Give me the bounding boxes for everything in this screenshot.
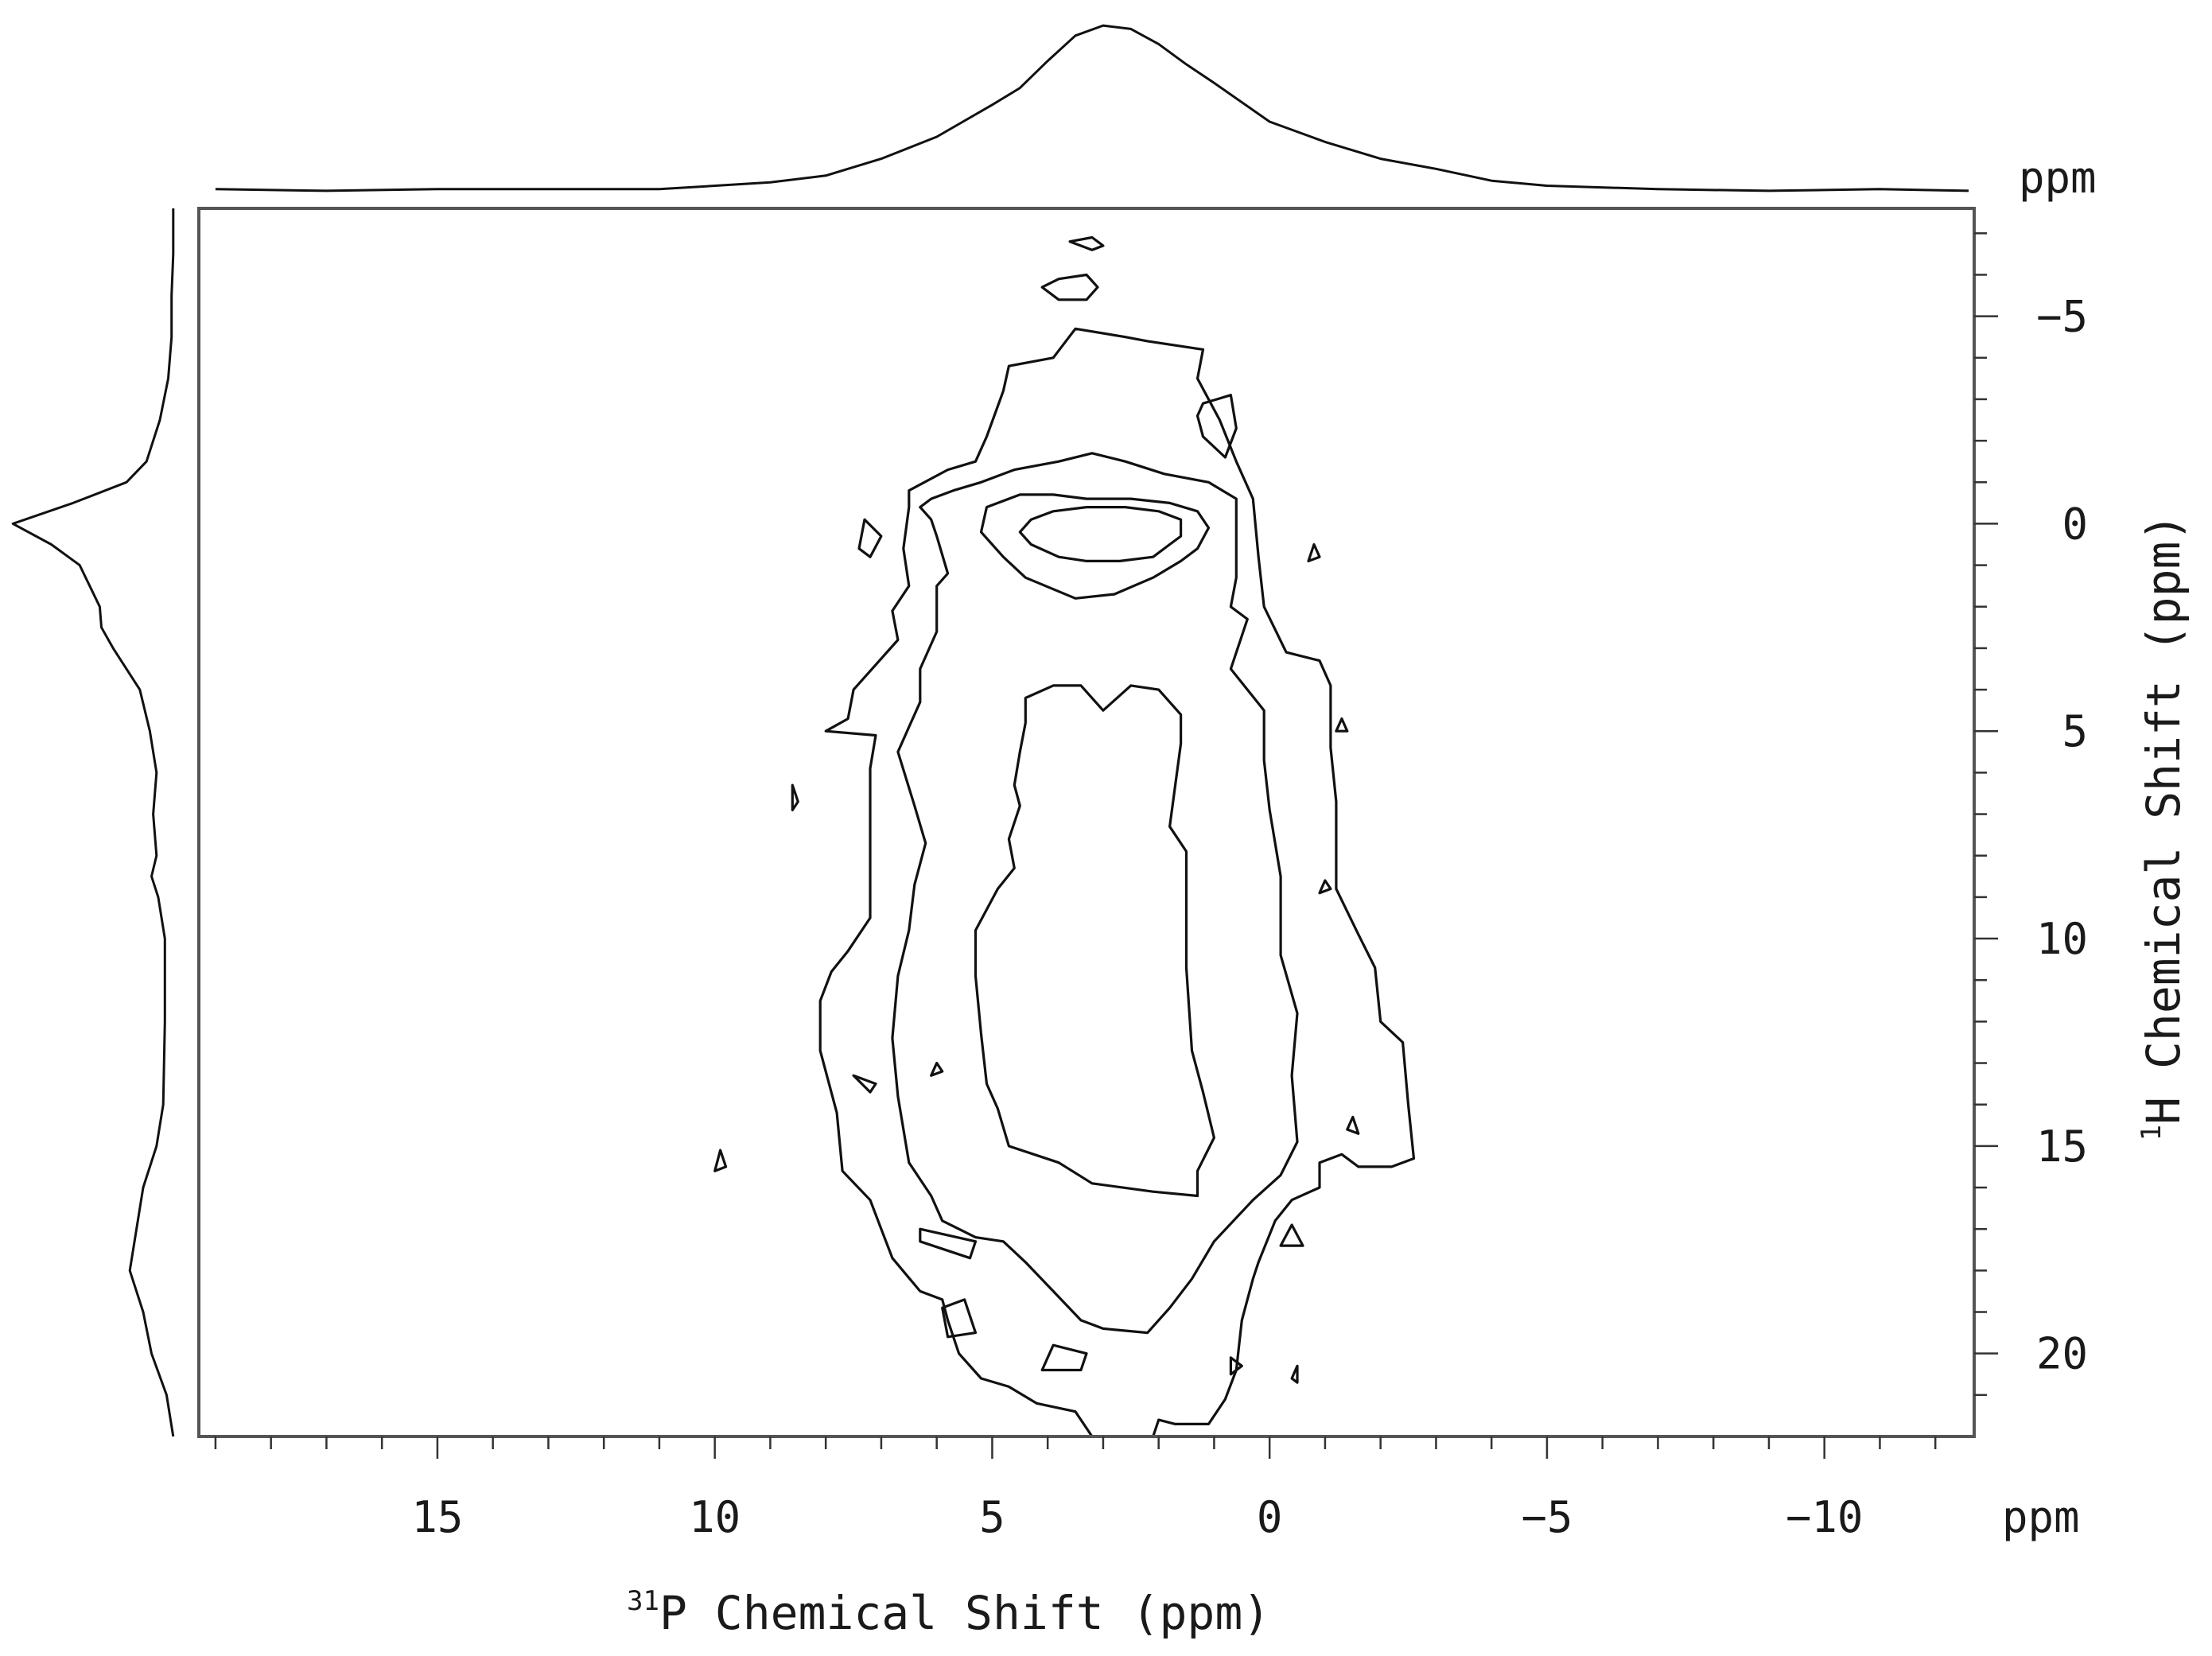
contour-blob-k [713, 1149, 728, 1172]
y-tick-label: 5 [2062, 706, 2088, 756]
y-tick-label: 15 [2036, 1121, 2088, 1172]
top-projection-unit-label: ppm [2019, 153, 2097, 203]
contour-blob-c [1195, 394, 1238, 459]
contour-blob-d [857, 518, 883, 558]
y-tick-label: 0 [2062, 499, 2088, 549]
x-axis-title-superscript: 31 [627, 1585, 659, 1617]
x-tick-label: −10 [1786, 1492, 1864, 1542]
contour-blob-m [1279, 1223, 1304, 1247]
contour-blob-l [1346, 1115, 1360, 1135]
x-axis-ticks: 15 10 5 0 −5 −10 [214, 1436, 1937, 1542]
contour-middle [891, 452, 1299, 1335]
x-tick-label: 5 [979, 1492, 1005, 1542]
contour-blob-j [930, 1061, 944, 1077]
plot-frame [197, 207, 1976, 1438]
contour-blob-o [941, 1298, 978, 1339]
contour-blob-n [919, 1227, 978, 1260]
y-tick-label: −5 [2036, 292, 2088, 342]
x-tick-label: 0 [1257, 1492, 1283, 1542]
contour-outer [818, 327, 1416, 1436]
y-tick-label: 10 [2036, 914, 2088, 964]
contour-inner-upper-ring [979, 493, 1211, 600]
y-axis-title: 1H Chemical Shift (ppm) [2136, 514, 2191, 1141]
x-axis-unit-label: ppm [2002, 1492, 2080, 1542]
contour-blob-q [1229, 1356, 1243, 1376]
x-tick-label: 10 [689, 1492, 741, 1542]
contour-blob-g [791, 783, 799, 811]
contour-inner-upper [1018, 506, 1183, 562]
contour-blob-f [1335, 717, 1349, 733]
contour-blob-e [1307, 542, 1321, 562]
contour-blob-h [1318, 879, 1332, 895]
contour-blob-b [1040, 273, 1099, 301]
y-axis-ticks: −5 0 5 10 15 20 [1974, 232, 2088, 1397]
x-tick-label: −5 [1521, 1492, 1573, 1542]
x-axis-title-text: P Chemical Shift (ppm) [659, 1586, 1270, 1640]
contour-blob-p [1040, 1343, 1088, 1372]
x-tick-label: 15 [411, 1492, 463, 1542]
y-axis-title-text: H Chemical Shift (ppm) [2136, 514, 2191, 1125]
contour-blob-r [1290, 1364, 1299, 1384]
left-projection-trace [11, 208, 175, 1437]
y-tick-label: 20 [2036, 1329, 2088, 1379]
contour-blob-a [1068, 235, 1105, 251]
y-axis-title-superscript: 1 [2136, 1125, 2167, 1141]
top-projection-trace [215, 24, 1969, 192]
contour-plot [713, 235, 1416, 1436]
contour-inner-lower [974, 684, 1215, 1198]
x-axis-title: 31P Chemical Shift (ppm) [627, 1585, 1270, 1640]
contour-blob-i [852, 1074, 877, 1094]
